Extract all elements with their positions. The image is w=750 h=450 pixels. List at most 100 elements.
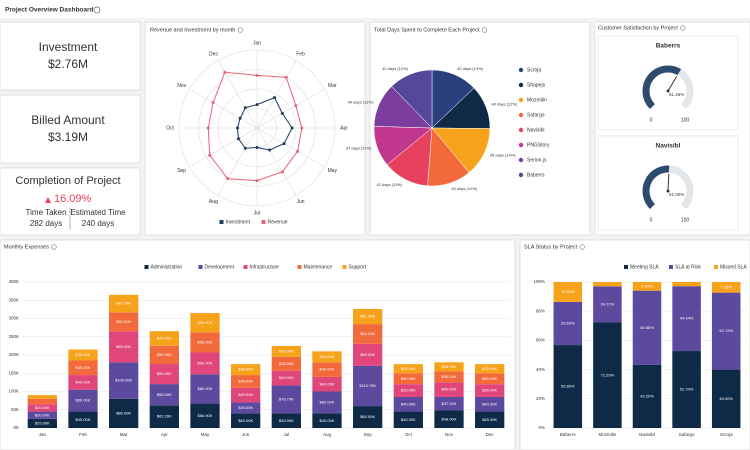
x-tick-label: Jan bbox=[39, 432, 47, 437]
info-icon[interactable] bbox=[481, 27, 488, 33]
bar-segment bbox=[68, 411, 98, 428]
x-tick-label: Scroja bbox=[720, 432, 733, 437]
card bbox=[144, 21, 366, 236]
data-label: 50.86% bbox=[640, 325, 654, 330]
data-label: 29.60% bbox=[561, 321, 575, 326]
bar-segment bbox=[149, 364, 179, 385]
data-label: $30.00K bbox=[401, 376, 416, 381]
point bbox=[236, 137, 240, 141]
kpi-label: Billed Amount bbox=[31, 113, 105, 127]
bar-segment bbox=[353, 324, 383, 344]
data-label: $60.00K bbox=[360, 414, 375, 419]
gauge-value bbox=[642, 165, 670, 210]
bar-segment bbox=[353, 365, 383, 407]
info-icon[interactable] bbox=[51, 244, 57, 250]
data-label: 24.71% bbox=[601, 301, 615, 306]
data-label: $35.00K bbox=[482, 388, 497, 393]
bar-segment bbox=[271, 385, 301, 414]
needle bbox=[667, 76, 678, 92]
data-label: $38.00K bbox=[279, 361, 294, 366]
bar-segment bbox=[190, 313, 220, 333]
data-label: $50.00K bbox=[157, 352, 172, 357]
axis-label: May bbox=[328, 168, 338, 174]
info-icon[interactable] bbox=[579, 244, 585, 250]
info-icon[interactable] bbox=[93, 6, 101, 14]
data-label: $40.00K bbox=[279, 375, 294, 380]
spoke bbox=[256, 127, 297, 196]
legend-label: Maintenance bbox=[304, 264, 333, 270]
bar-segment bbox=[393, 396, 423, 412]
data-label: $40.00K bbox=[238, 418, 253, 423]
legend-swatch bbox=[714, 265, 718, 269]
data-label: $25.00K bbox=[482, 366, 497, 371]
point bbox=[255, 103, 259, 107]
data-label: $40.00K bbox=[442, 387, 457, 392]
chart-title: Monthly Expenses bbox=[4, 244, 49, 250]
completion-label: Completion of Project bbox=[15, 175, 120, 187]
legend-label: Investment bbox=[226, 219, 251, 225]
data-label: $35.00K bbox=[401, 388, 416, 393]
bar-segment bbox=[109, 398, 139, 428]
bar-segment bbox=[27, 395, 57, 399]
spoke bbox=[189, 88, 258, 129]
data-label: 42 days (13%) bbox=[457, 66, 483, 71]
data-label: $30.00K bbox=[320, 354, 335, 359]
data-label: 37 days (11%) bbox=[346, 146, 372, 151]
legend-label: Development bbox=[205, 264, 235, 270]
bar-segment bbox=[593, 282, 622, 287]
bar-segment bbox=[434, 382, 464, 397]
x-tick-label: Baberrs bbox=[560, 432, 577, 437]
bar-segment bbox=[632, 364, 662, 428]
axis-label: Dec bbox=[209, 52, 218, 58]
bar-segment bbox=[149, 345, 179, 365]
data-label: $80.00K bbox=[116, 410, 131, 415]
point bbox=[273, 96, 277, 100]
axis-label: Sep bbox=[177, 168, 186, 174]
point bbox=[238, 116, 242, 120]
axis-label: Mar bbox=[328, 83, 337, 89]
bar-segment bbox=[593, 286, 622, 323]
info-icon[interactable] bbox=[237, 27, 243, 33]
legend-label: PNGStory bbox=[527, 142, 550, 148]
data-label: $25.00K bbox=[401, 366, 416, 371]
legend-label: Shapejs bbox=[527, 82, 546, 88]
bar-segment bbox=[27, 398, 57, 405]
chart-title: SLA Status by Project bbox=[524, 244, 578, 250]
point bbox=[280, 111, 284, 115]
info-icon[interactable] bbox=[680, 25, 686, 31]
y-tick-label: 150K bbox=[8, 370, 19, 375]
bar-segment bbox=[353, 309, 383, 325]
point bbox=[294, 104, 298, 108]
legend-swatch bbox=[624, 265, 628, 269]
bar-segment bbox=[231, 375, 261, 388]
data-label: 45 days (14%) bbox=[490, 153, 516, 158]
legend-swatch bbox=[669, 265, 673, 269]
y-tick-label: 350K bbox=[8, 297, 19, 302]
bar-segment bbox=[231, 402, 261, 414]
bar-segment bbox=[68, 375, 98, 390]
data-label: 56.80% bbox=[561, 384, 575, 389]
axis-label: Apr bbox=[340, 125, 348, 131]
bar-segment bbox=[312, 391, 342, 414]
gauge-tick-label: 100 bbox=[681, 217, 690, 223]
point bbox=[255, 179, 259, 183]
bar-segment bbox=[434, 410, 464, 428]
bar-segment bbox=[27, 404, 57, 412]
point bbox=[243, 106, 247, 110]
x-tick-label: Nov bbox=[445, 432, 454, 437]
y-tick-label: 250K bbox=[8, 334, 19, 339]
legend-label: Infrastructure bbox=[250, 264, 280, 270]
data-label: $52.00K bbox=[116, 319, 131, 324]
bar-segment bbox=[434, 362, 464, 372]
legend-swatch bbox=[342, 265, 347, 269]
x-tick-label: Jun bbox=[242, 432, 250, 437]
bar-segment bbox=[475, 364, 505, 374]
data-label: $45.00K bbox=[401, 417, 416, 422]
bar-segment bbox=[149, 405, 179, 428]
data-label: $20.00K bbox=[35, 412, 50, 417]
bar-segment bbox=[271, 356, 301, 371]
data-label: $76.70K bbox=[279, 396, 294, 401]
y-tick-label: 20% bbox=[536, 396, 545, 401]
estimated-label: Estimated Time bbox=[70, 208, 126, 217]
y-tick-label: 300K bbox=[8, 316, 19, 321]
